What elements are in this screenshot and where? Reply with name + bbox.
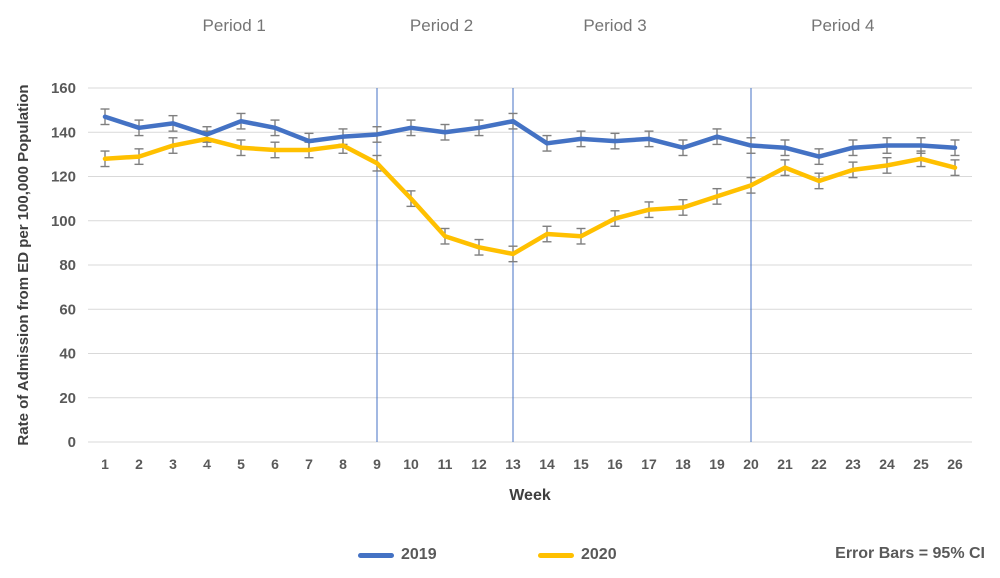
period-label: Period 3 bbox=[583, 16, 647, 35]
y-tick-label: 60 bbox=[59, 301, 76, 318]
x-tick-label: 1 bbox=[101, 456, 109, 472]
x-tick-label: 21 bbox=[777, 456, 793, 472]
period-label: Period 4 bbox=[811, 16, 875, 35]
period-label: Period 1 bbox=[202, 16, 266, 35]
legend-item-2019: 2019 bbox=[358, 542, 437, 568]
legend-item-2020: 2020 bbox=[538, 542, 617, 568]
series-line-2019 bbox=[102, 114, 958, 159]
series-line-2020 bbox=[102, 136, 958, 257]
y-tick-label: 40 bbox=[59, 346, 76, 363]
legend-label-2020: 2020 bbox=[581, 546, 617, 563]
x-tick-label: 23 bbox=[845, 456, 861, 472]
x-tick-label: 10 bbox=[403, 456, 419, 472]
x-tick-label: 22 bbox=[811, 456, 827, 472]
period-label: Period 2 bbox=[409, 16, 474, 35]
x-tick-label: 7 bbox=[305, 456, 313, 472]
error-bars-note: Error Bars = 95% CI bbox=[835, 545, 985, 562]
y-tick-label: 0 bbox=[68, 434, 76, 451]
legend-label-2019: 2019 bbox=[401, 546, 437, 563]
y-tick-label: 160 bbox=[51, 80, 76, 97]
x-tick-label: 14 bbox=[539, 456, 555, 472]
x-tick-label: 6 bbox=[271, 456, 279, 472]
x-tick-label: 11 bbox=[438, 456, 453, 472]
y-tick-label: 20 bbox=[59, 390, 76, 407]
x-tick-label: 17 bbox=[641, 456, 657, 472]
period-labels: Period 1 Period 2 Period 3 Period 4 bbox=[0, 0, 1000, 46]
y-tick-label: 80 bbox=[59, 257, 76, 274]
x-tick-label: 5 bbox=[237, 456, 245, 472]
y-tick-label: 140 bbox=[51, 124, 76, 141]
x-tick-label: 24 bbox=[879, 456, 895, 472]
legend: 2019 2020 Error Bars = 95% CI bbox=[0, 542, 1000, 568]
legend-swatch-2019 bbox=[358, 552, 394, 558]
x-tick-label: 9 bbox=[373, 456, 381, 472]
x-tick-label: 2 bbox=[135, 456, 143, 472]
y-tick-label: 120 bbox=[51, 169, 76, 186]
x-axis-title: Week bbox=[509, 487, 551, 504]
x-tick-label: 12 bbox=[471, 456, 487, 472]
x-tick-label: 25 bbox=[913, 456, 929, 472]
x-tick-label: 18 bbox=[675, 456, 691, 472]
legend-swatch-2020 bbox=[538, 552, 574, 558]
y-tick-label: 100 bbox=[51, 213, 76, 230]
x-tick-label: 8 bbox=[339, 456, 347, 472]
x-tick-label: 3 bbox=[169, 456, 177, 472]
x-tick-label: 20 bbox=[743, 456, 759, 472]
x-tick-label: 19 bbox=[709, 456, 725, 472]
x-tick-label: 16 bbox=[607, 456, 623, 472]
x-tick-label: 4 bbox=[203, 456, 211, 472]
x-tick-label: 15 bbox=[573, 456, 589, 472]
x-tick-label: 13 bbox=[505, 456, 521, 472]
x-tick-label: 26 bbox=[947, 456, 963, 472]
